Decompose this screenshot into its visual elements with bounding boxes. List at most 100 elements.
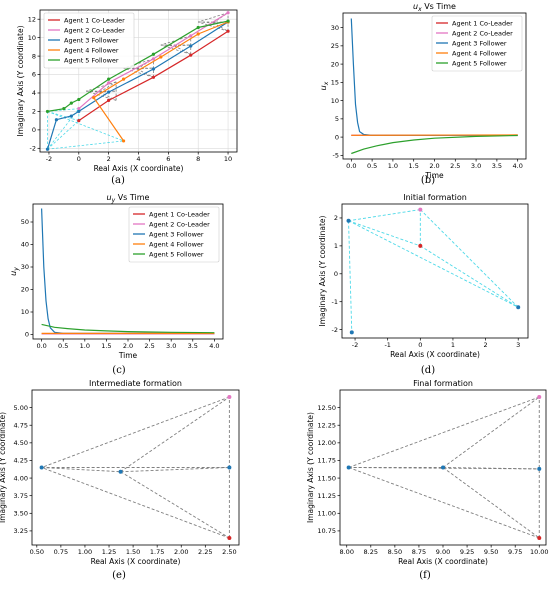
x-tick-label: 6 bbox=[166, 155, 170, 163]
x-tick-label: 0.5 bbox=[58, 342, 68, 350]
y-tick-label: 15 bbox=[331, 79, 339, 87]
x-axis-label: Real Axis (X coordinate) bbox=[398, 557, 488, 566]
x-tick-label: 4 bbox=[136, 155, 140, 163]
legend-entry: Agent 4 Follower bbox=[149, 240, 204, 248]
y-tick-label: 3.50 bbox=[14, 509, 28, 517]
series-point bbox=[226, 30, 229, 33]
x-tick-label: 8.25 bbox=[364, 548, 378, 556]
series-point bbox=[152, 57, 155, 60]
x-tick-label: 2.50 bbox=[222, 548, 236, 556]
y-tick-label: 0 bbox=[25, 331, 29, 339]
x-tick-label: 2.5 bbox=[450, 162, 460, 170]
y-axis-label: uy bbox=[9, 267, 20, 276]
legend-entry: Agent 1 Co-Leader bbox=[452, 19, 513, 27]
x-tick-label: 9.75 bbox=[508, 548, 522, 556]
x-tick-label: 2.5 bbox=[144, 342, 154, 350]
x-tick-label: 4.0 bbox=[209, 342, 219, 350]
x-tick-label: 3.5 bbox=[188, 342, 198, 350]
series-point bbox=[70, 102, 73, 105]
legend-entry: Agent 1 Co-Leader bbox=[64, 16, 125, 24]
x-tick-label: 9.25 bbox=[460, 548, 474, 556]
x-tick-label: 10.00 bbox=[530, 548, 549, 556]
x-tick-label: 2.0 bbox=[123, 342, 133, 350]
y-tick-label: 10 bbox=[331, 97, 339, 105]
series-point bbox=[152, 67, 155, 70]
series-point bbox=[46, 148, 49, 151]
x-tick-label: 2.25 bbox=[198, 548, 212, 556]
panel-caption: (c) bbox=[112, 365, 126, 376]
legend-entry: Agent 5 Follower bbox=[452, 59, 507, 67]
x-tick-label: 9.00 bbox=[436, 548, 450, 556]
x-tick-label: 1.5 bbox=[409, 162, 419, 170]
series-point bbox=[122, 78, 125, 81]
x-tick-label: -1 bbox=[384, 341, 390, 349]
panel-caption: (d) bbox=[421, 365, 435, 376]
x-tick-label: 3.0 bbox=[471, 162, 481, 170]
series-point bbox=[62, 107, 65, 110]
y-tick-label: 0 bbox=[32, 126, 36, 134]
formation-node bbox=[350, 330, 354, 334]
legend: Agent 1 Co-Leader Agent 2 Co-Leader Agent … bbox=[44, 13, 134, 68]
y-tick-label: 12 bbox=[28, 15, 36, 23]
y-tick-label: 40 bbox=[21, 241, 29, 249]
y-tick-label: 11.00 bbox=[317, 509, 336, 517]
y-tick-label: 12.50 bbox=[317, 404, 336, 412]
chart-title: Intermediate formation bbox=[89, 379, 182, 388]
legend-entry: Agent 5 Follower bbox=[64, 56, 119, 64]
formation-node bbox=[227, 395, 231, 399]
series-point bbox=[77, 98, 80, 101]
y-tick-label: -5 bbox=[333, 152, 339, 160]
y-axis-label: Imaginary Axis (Y coordinate) bbox=[318, 215, 327, 326]
legend-entry: Agent 2 Co-Leader bbox=[452, 29, 513, 37]
x-tick-label: 2 bbox=[484, 341, 488, 349]
legend-entry: Agent 4 Follower bbox=[452, 49, 507, 57]
legend-entry: Agent 2 Co-Leader bbox=[64, 26, 125, 34]
legend-entry: Agent 3 Follower bbox=[452, 39, 507, 47]
y-tick-label: 20 bbox=[21, 286, 29, 294]
x-tick-label: 3 bbox=[516, 341, 520, 349]
x-tick-label: 3.0 bbox=[166, 342, 176, 350]
x-tick-label: 2 bbox=[107, 155, 111, 163]
y-tick-label: -2 bbox=[332, 326, 338, 334]
x-tick-label: 0 bbox=[77, 155, 81, 163]
x-tick-label: 1.0 bbox=[80, 342, 90, 350]
y-tick-label: 10 bbox=[28, 34, 36, 42]
x-tick-label: 1.75 bbox=[150, 548, 164, 556]
y-tick-label: -2 bbox=[30, 145, 36, 153]
series-point bbox=[70, 114, 73, 117]
formation-node bbox=[227, 466, 231, 470]
formation-node bbox=[119, 470, 123, 474]
series-point bbox=[122, 139, 125, 142]
y-tick-label: 11.25 bbox=[317, 492, 336, 500]
x-tick-label: 1.00 bbox=[78, 548, 92, 556]
x-tick-label: 0.75 bbox=[54, 548, 68, 556]
series-point bbox=[152, 76, 155, 79]
y-tick-label: 10.75 bbox=[317, 527, 336, 535]
y-tick-label: 25 bbox=[331, 42, 339, 50]
x-tick-label: 0.5 bbox=[367, 162, 377, 170]
legend-entry: Agent 1 Co-Leader bbox=[149, 210, 210, 218]
series-point bbox=[92, 96, 95, 99]
panel-caption: (f) bbox=[419, 570, 431, 581]
y-tick-label: 2 bbox=[334, 214, 338, 222]
panel-caption: (b) bbox=[421, 175, 435, 186]
x-tick-label: 0.0 bbox=[346, 162, 356, 170]
x-tick-label: 1.25 bbox=[102, 548, 116, 556]
x-tick-label: -2 bbox=[352, 341, 358, 349]
x-axis-label: Real Axis (X coordinate) bbox=[94, 164, 184, 173]
formation-node bbox=[537, 536, 541, 540]
x-axis-label: Time bbox=[118, 351, 138, 360]
legend-entry: Agent 3 Follower bbox=[64, 36, 119, 44]
x-tick-label: 3.5 bbox=[492, 162, 502, 170]
x-tick-label: 4.0 bbox=[513, 162, 523, 170]
series-point bbox=[226, 19, 229, 22]
x-tick-label: 1.50 bbox=[126, 548, 140, 556]
series-point bbox=[226, 11, 229, 14]
formation-node bbox=[537, 395, 541, 399]
x-tick-label: 8.00 bbox=[339, 548, 353, 556]
series-point bbox=[152, 53, 155, 56]
y-tick-label: 12.00 bbox=[317, 439, 336, 447]
